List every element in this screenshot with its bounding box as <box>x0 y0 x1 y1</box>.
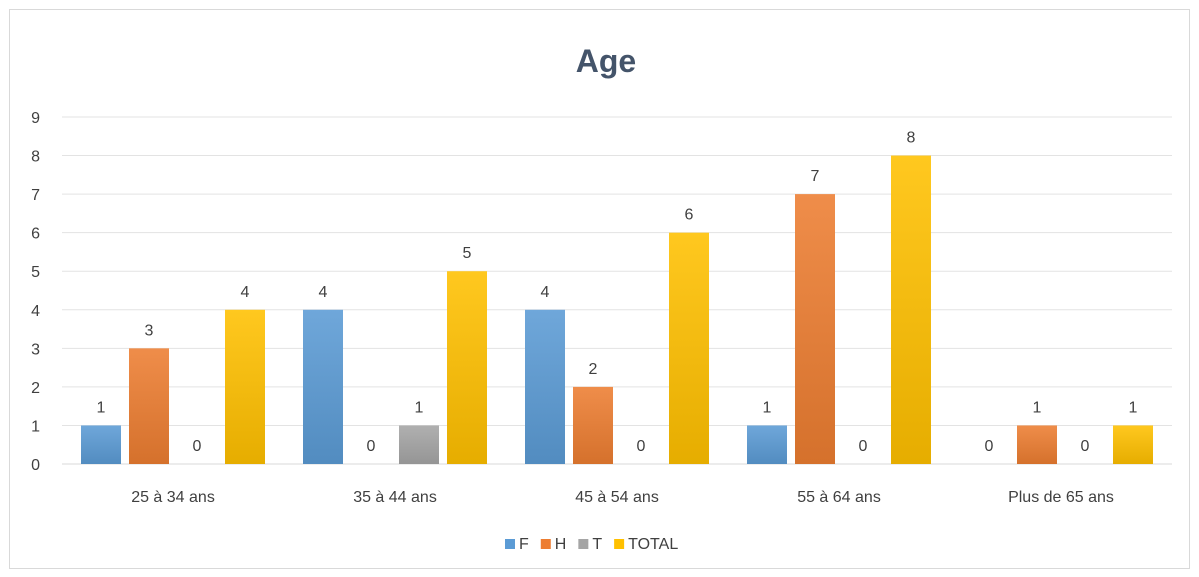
data-label: 3 <box>145 322 154 339</box>
bar-total <box>447 271 487 464</box>
bar-total <box>891 155 931 465</box>
data-label: 1 <box>763 399 772 416</box>
legend-label-t: T <box>592 536 602 553</box>
data-label: 0 <box>985 438 994 455</box>
x-tick-label: 25 à 34 ans <box>131 489 215 506</box>
bar-total <box>1113 425 1153 464</box>
data-label: 7 <box>811 168 820 185</box>
data-label: 1 <box>415 399 424 416</box>
legend-label-total: TOTAL <box>628 536 678 553</box>
data-label: 6 <box>685 207 694 224</box>
y-tick-label: 2 <box>31 380 40 397</box>
data-label: 1 <box>1033 399 1042 416</box>
y-tick-label: 8 <box>31 149 40 166</box>
y-tick-label: 4 <box>31 303 40 320</box>
y-tick-label: 9 <box>31 110 40 127</box>
x-tick-label: 45 à 54 ans <box>575 489 659 506</box>
bar-f <box>525 309 565 464</box>
x-tick-label: Plus de 65 ans <box>1008 489 1114 506</box>
legend-swatch-total <box>614 539 625 549</box>
y-tick-label: 3 <box>31 341 40 358</box>
bar-f <box>303 309 343 464</box>
data-label: 0 <box>193 438 202 455</box>
data-label: 0 <box>859 438 868 455</box>
data-label: 1 <box>1129 399 1138 416</box>
bar-h <box>1017 425 1057 464</box>
legend-swatch-t <box>578 539 589 549</box>
bar-h <box>129 348 169 464</box>
x-tick-label: 35 à 44 ans <box>353 489 437 506</box>
bar-f <box>747 425 787 464</box>
bar-total <box>225 309 265 464</box>
data-label: 2 <box>589 361 598 378</box>
data-label: 4 <box>541 284 550 301</box>
legend-swatch-f <box>505 539 515 549</box>
chart-frame <box>9 9 1190 569</box>
data-label: 1 <box>97 399 106 416</box>
y-tick-label: 6 <box>31 226 40 243</box>
bar-total <box>669 232 709 464</box>
y-tick-label: 7 <box>31 187 40 204</box>
data-label: 0 <box>1081 438 1090 455</box>
y-tick-label: 1 <box>31 418 40 435</box>
data-label: 0 <box>637 438 646 455</box>
legend-swatch-h <box>540 539 551 549</box>
data-label: 8 <box>907 130 916 147</box>
bar-f <box>81 425 121 464</box>
data-label: 0 <box>367 438 376 455</box>
bar-t <box>399 425 439 464</box>
data-label: 4 <box>319 284 328 301</box>
data-label: 4 <box>241 284 250 301</box>
legend-label-h: H <box>555 536 567 553</box>
bar-h <box>795 194 835 464</box>
data-label: 5 <box>463 245 472 262</box>
x-tick-label: 55 à 64 ans <box>797 489 881 506</box>
y-tick-label: 5 <box>31 264 40 281</box>
bar-h <box>573 386 613 464</box>
legend-label-f: F <box>519 536 529 553</box>
chart-title: Age <box>576 43 636 79</box>
y-tick-label: 0 <box>31 457 40 474</box>
